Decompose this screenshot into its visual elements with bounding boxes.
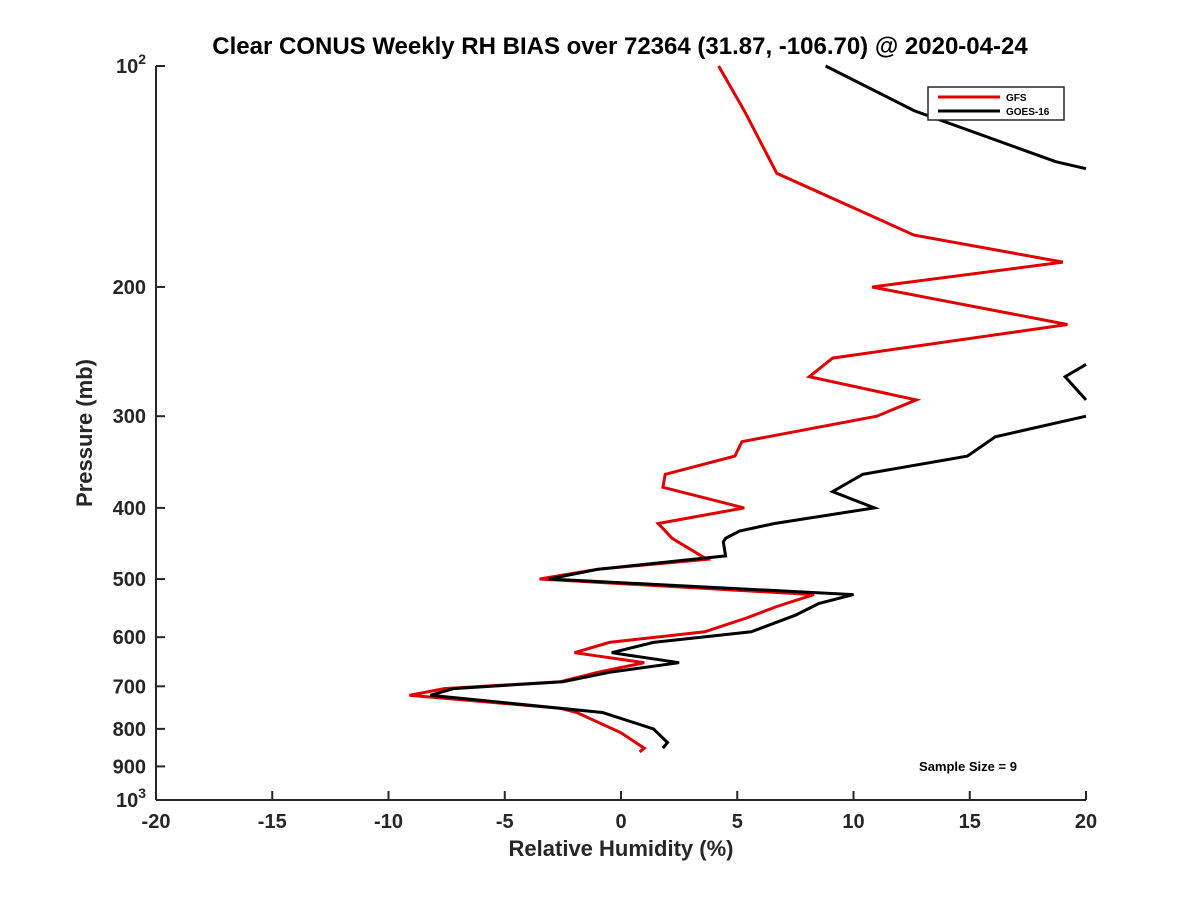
y-tick-label-3: 400 (113, 498, 146, 520)
y-tick-label-4: 500 (113, 569, 146, 591)
y-tick-label-9: 103 (116, 785, 146, 812)
x-tick-label-2: -10 (374, 811, 403, 833)
series-layer (409, 64, 1088, 754)
y-tick-label-2: 300 (113, 406, 146, 428)
legend: GFS GOES-16 (927, 86, 1065, 121)
x-tick-label-3: -5 (496, 811, 514, 833)
x-tick-label-1: -15 (258, 811, 287, 833)
x-tick-label-0: -20 (142, 811, 171, 833)
chart-title: Clear CONUS Weekly RH BIAS over 72364 (3… (212, 33, 1028, 60)
series-line-1 (429, 64, 1088, 750)
y-axis-label: Pressure (mb) (72, 359, 97, 507)
legend-label-1: GOES-16 (1006, 107, 1050, 118)
x-tick-label-7: 15 (959, 811, 981, 833)
y-tick-label-1: 200 (113, 277, 146, 299)
x-ticks: -20 -15 -10 -5 0 5 10 15 20 (142, 791, 1097, 833)
legend-label-0: GFS (1006, 93, 1027, 104)
sample-size-annotation: Sample Size = 9 (919, 759, 1017, 774)
y-tick-label-7: 800 (113, 719, 146, 741)
x-axis-label: Relative Humidity (%) (509, 836, 734, 861)
x-tick-label-4: 0 (615, 811, 626, 833)
x-tick-label-8: 20 (1075, 811, 1097, 833)
x-tick-label-5: 5 (732, 811, 743, 833)
y-tick-label-6: 700 (113, 676, 146, 698)
legend-box (927, 86, 1065, 121)
y-tick-label-5: 600 (113, 627, 146, 649)
y-ticks: 102 200 300 400 500 600 700 800 900 103 (113, 51, 165, 812)
plot-area (156, 66, 1086, 800)
x-tick-label-6: 10 (842, 811, 864, 833)
y-tick-label-0: 102 (116, 51, 146, 78)
y-tick-label-8: 900 (113, 756, 146, 778)
